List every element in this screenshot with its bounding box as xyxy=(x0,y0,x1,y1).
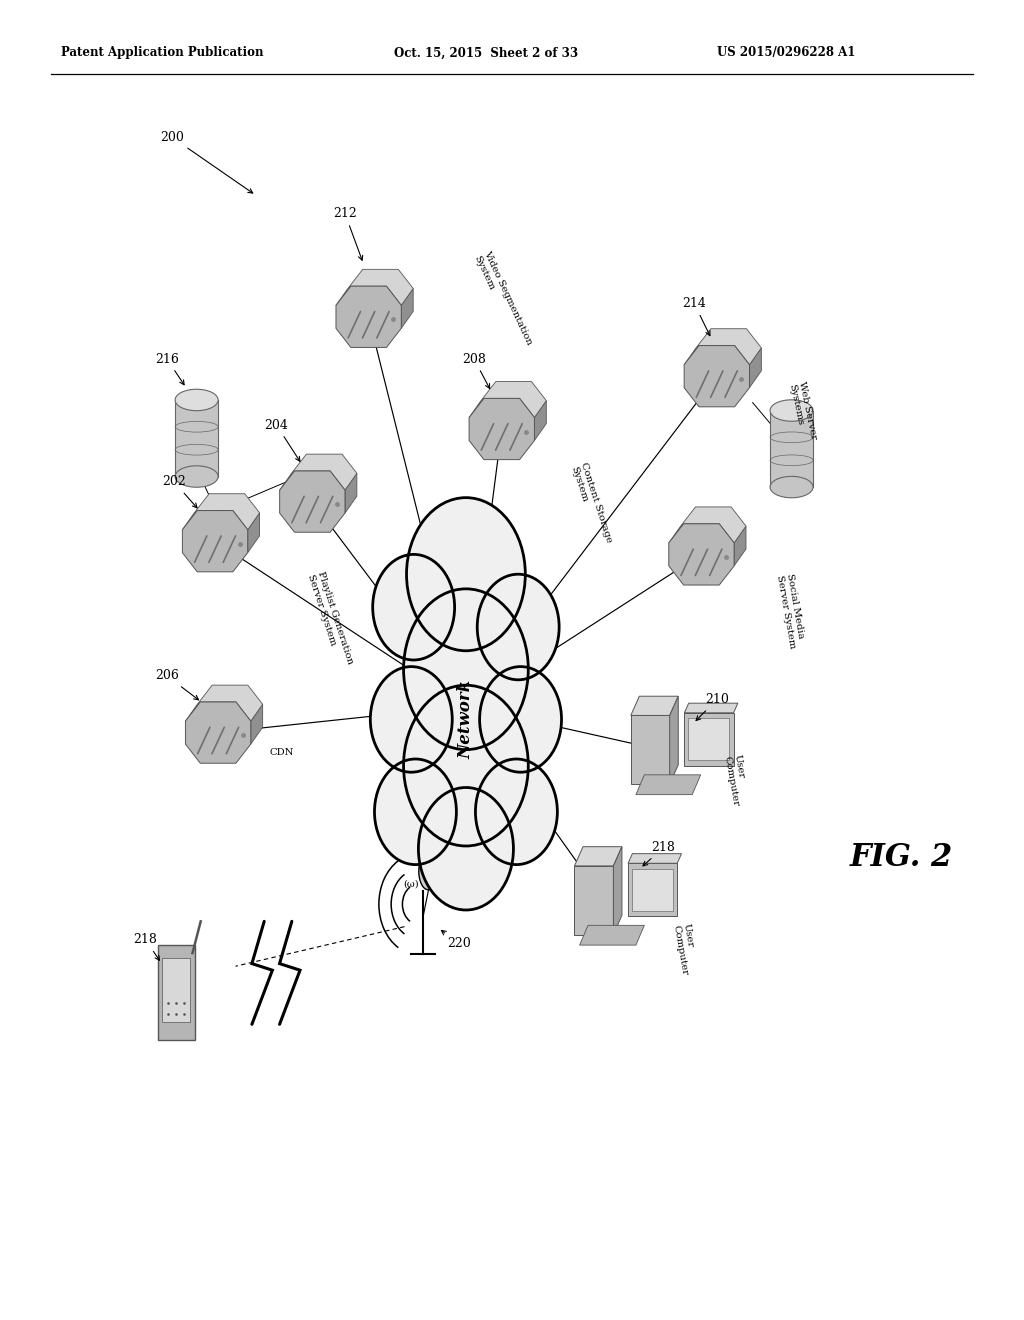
Text: US 2015/0296228 A1: US 2015/0296228 A1 xyxy=(717,46,855,59)
Polygon shape xyxy=(684,713,733,766)
Circle shape xyxy=(403,589,528,750)
Circle shape xyxy=(419,788,513,909)
Text: 210: 210 xyxy=(696,693,729,721)
Circle shape xyxy=(403,685,528,846)
Circle shape xyxy=(375,759,457,865)
Polygon shape xyxy=(469,381,547,417)
Circle shape xyxy=(479,667,561,772)
Polygon shape xyxy=(770,411,813,487)
Text: 212: 212 xyxy=(333,207,362,260)
Polygon shape xyxy=(684,346,750,407)
Polygon shape xyxy=(684,704,738,713)
Text: Network: Network xyxy=(458,680,474,759)
Text: FIG. 2: FIG. 2 xyxy=(850,842,952,874)
Text: 214: 214 xyxy=(682,297,710,335)
Polygon shape xyxy=(734,527,746,566)
Circle shape xyxy=(475,759,557,865)
Text: User
Computer: User Computer xyxy=(672,923,699,975)
Text: 216: 216 xyxy=(155,352,184,384)
Polygon shape xyxy=(669,524,734,585)
Polygon shape xyxy=(628,863,677,916)
Polygon shape xyxy=(684,329,762,364)
Polygon shape xyxy=(469,399,535,459)
Polygon shape xyxy=(185,702,251,763)
Polygon shape xyxy=(182,494,260,529)
Text: 206: 206 xyxy=(155,669,199,700)
Polygon shape xyxy=(401,289,413,329)
Text: Patent Application Publication: Patent Application Publication xyxy=(61,46,264,59)
Polygon shape xyxy=(631,696,678,715)
Polygon shape xyxy=(280,454,356,490)
Text: Oct. 15, 2015  Sheet 2 of 33: Oct. 15, 2015 Sheet 2 of 33 xyxy=(394,46,579,59)
Text: 202: 202 xyxy=(162,475,197,508)
Polygon shape xyxy=(688,718,729,760)
Polygon shape xyxy=(632,869,673,911)
Ellipse shape xyxy=(419,853,437,890)
Polygon shape xyxy=(185,685,262,721)
Text: User
Computer: User Computer xyxy=(723,754,751,807)
Circle shape xyxy=(371,667,453,772)
Ellipse shape xyxy=(175,466,218,487)
Polygon shape xyxy=(574,846,622,866)
Text: CDN: CDN xyxy=(269,748,294,756)
Polygon shape xyxy=(535,401,547,441)
Polygon shape xyxy=(750,348,762,388)
Polygon shape xyxy=(580,925,644,945)
Polygon shape xyxy=(158,945,195,1040)
Text: 200: 200 xyxy=(160,131,253,193)
Text: 220: 220 xyxy=(441,931,471,950)
Text: 204: 204 xyxy=(264,418,300,461)
Polygon shape xyxy=(182,511,248,572)
Ellipse shape xyxy=(770,400,813,421)
Text: (ω): (ω) xyxy=(402,879,419,888)
Polygon shape xyxy=(336,286,401,347)
Polygon shape xyxy=(574,866,613,935)
Polygon shape xyxy=(175,400,218,477)
Polygon shape xyxy=(162,958,190,1022)
Polygon shape xyxy=(248,513,260,553)
Polygon shape xyxy=(628,854,682,863)
Text: 218: 218 xyxy=(643,841,676,866)
Polygon shape xyxy=(280,471,345,532)
Polygon shape xyxy=(631,715,670,784)
Text: Content Storage
System: Content Storage System xyxy=(569,462,613,548)
Ellipse shape xyxy=(770,477,813,498)
Polygon shape xyxy=(251,705,262,744)
Polygon shape xyxy=(336,269,413,305)
Polygon shape xyxy=(636,775,700,795)
Text: Social Media
Server System: Social Media Server System xyxy=(775,573,807,649)
Polygon shape xyxy=(345,474,356,513)
Circle shape xyxy=(407,498,525,651)
Text: Video Segmentation
System: Video Segmentation System xyxy=(472,249,534,351)
Ellipse shape xyxy=(175,389,218,411)
Polygon shape xyxy=(670,696,678,784)
Text: Web Server
Systems: Web Server Systems xyxy=(787,380,818,442)
Circle shape xyxy=(373,554,455,660)
Text: 218: 218 xyxy=(133,933,160,960)
Text: 208: 208 xyxy=(462,352,489,388)
Text: Playlist Generation
Server System: Playlist Generation Server System xyxy=(306,570,354,668)
Circle shape xyxy=(477,574,559,680)
Polygon shape xyxy=(613,846,622,935)
Polygon shape xyxy=(669,507,746,543)
